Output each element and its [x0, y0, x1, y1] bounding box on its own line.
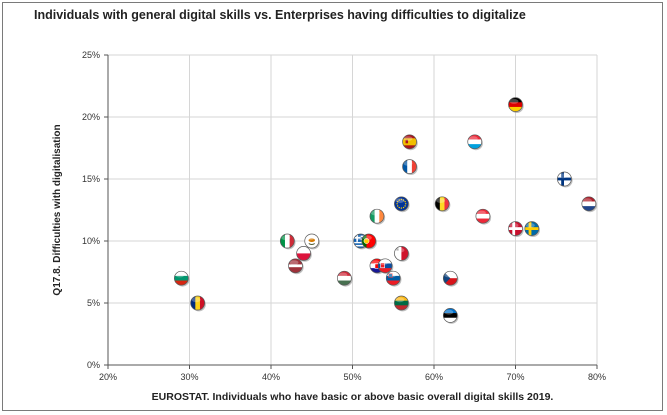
data-points	[174, 97, 598, 324]
gridlines	[108, 54, 598, 365]
spain-flag	[402, 134, 418, 151]
slovakia-flag	[377, 258, 394, 275]
lithuania-flag	[394, 295, 410, 312]
y-tick-label: 20%	[82, 112, 100, 122]
y-axis-label: Q17.8. Difficulties with digitalisation	[52, 124, 63, 295]
denmark-flag	[508, 221, 524, 237]
austria-flag	[475, 208, 492, 225]
cyprus-flag	[304, 233, 320, 250]
axes	[104, 54, 598, 369]
finland-flag	[557, 171, 573, 188]
germany-flag	[508, 97, 524, 113]
sweden-flag	[524, 221, 540, 237]
x-tick-label: 20%	[99, 372, 117, 382]
slovenia-flag	[385, 270, 402, 287]
latvia-flag	[288, 258, 304, 275]
x-tick-label: 70%	[506, 372, 524, 382]
hungary-flag	[337, 270, 353, 287]
x-tick-label: 30%	[180, 372, 198, 382]
malta-flag	[394, 246, 410, 262]
chart-title: Individuals with general digital skills …	[34, 8, 526, 22]
x-tick-label: 40%	[262, 372, 280, 382]
y-tick-labels: 0% 5% 10% 15% 20% 25%	[82, 50, 100, 370]
x-tick-label: 60%	[425, 372, 443, 382]
france-flag	[402, 159, 418, 175]
luxembourg-flag	[467, 134, 483, 151]
netherlands-flag	[581, 196, 598, 213]
estonia-flag	[442, 308, 459, 324]
x-tick-label: 50%	[343, 372, 361, 382]
y-tick-label: 25%	[82, 50, 100, 60]
y-tick-label: 5%	[87, 298, 100, 308]
chart-frame	[2, 2, 663, 411]
poland-flag	[296, 246, 312, 262]
y-tick-label: 15%	[82, 174, 100, 184]
romania-flag	[190, 295, 206, 312]
eu-flag	[394, 196, 410, 213]
x-axis-label: EUROSTAT. Individuals who have basic or …	[152, 391, 554, 403]
ireland-flag	[369, 208, 386, 225]
bulgaria-flag	[174, 270, 190, 287]
czechia-flag	[442, 270, 459, 287]
belgium-flag	[434, 196, 451, 213]
portugal-flag	[361, 233, 377, 250]
x-tick-labels: 20% 30% 40% 50% 60% 70% 80%	[99, 372, 606, 382]
y-tick-label: 0%	[87, 360, 100, 370]
y-tick-label: 10%	[82, 236, 100, 246]
x-tick-label: 80%	[588, 372, 606, 382]
italy-flag	[279, 233, 296, 250]
